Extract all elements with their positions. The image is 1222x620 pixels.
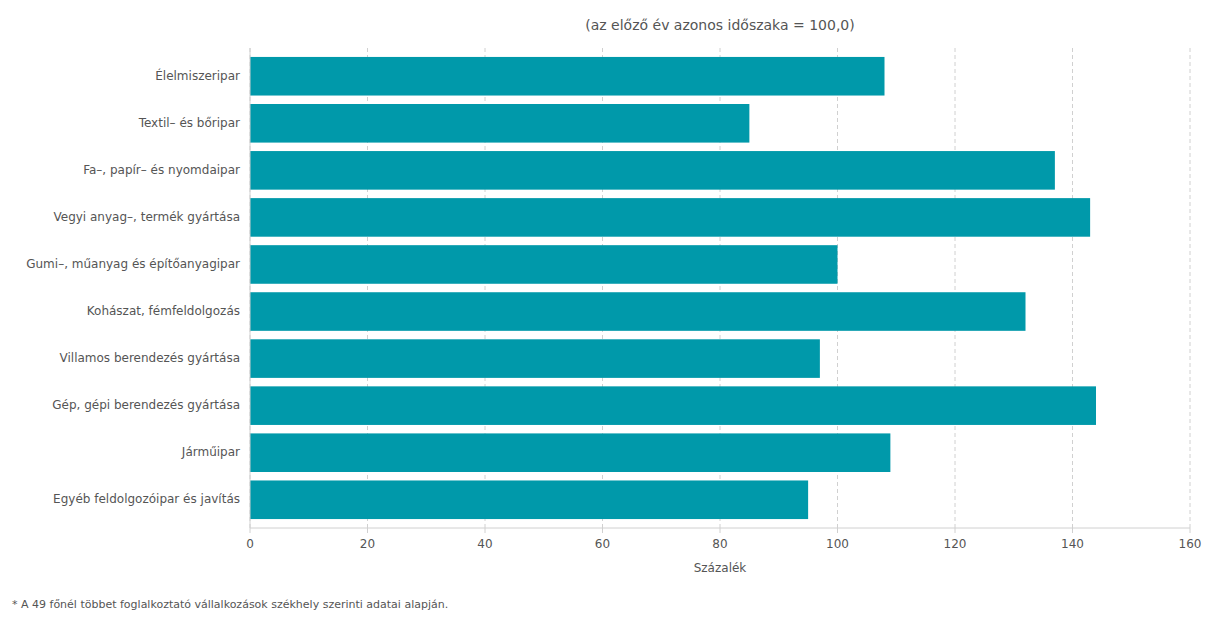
bar	[250, 386, 1096, 425]
category-label: Gép, gépi berendezés gyártása	[52, 398, 240, 412]
tick-mark	[250, 528, 251, 533]
tick-label: 140	[1061, 537, 1084, 551]
y-axis-line	[250, 48, 251, 528]
x-axis-line	[250, 528, 1190, 529]
grid-line	[955, 48, 956, 528]
tick-mark	[837, 528, 838, 533]
tick-mark	[1072, 528, 1073, 533]
tick-mark	[955, 528, 956, 533]
category-label: Járműipar	[181, 445, 240, 459]
category-label: Villamos berendezés gyártása	[60, 351, 240, 365]
tick-label: 80	[712, 537, 727, 551]
bar	[250, 198, 1090, 237]
category-label: Kohászat, fémfeldolgozás	[87, 304, 240, 318]
grid-line	[1072, 48, 1073, 528]
chart: 0 20 40 60 80 100 120 140 160 Egyéb feldolgozóipa…	[0, 0, 1222, 620]
bar	[250, 245, 838, 284]
category-label: Egyéb feldolgozóipar és javítás	[53, 492, 240, 506]
category-label: Élelmiszeripar	[155, 68, 240, 83]
tick-label: 0	[246, 537, 254, 551]
footnote: * A 49 főnél többet foglalkoztató vállal…	[12, 598, 448, 611]
category-label: Vegyi anyag–, termék gyártása	[53, 210, 240, 224]
tick-mark	[367, 528, 368, 533]
tick-mark	[720, 528, 721, 533]
grid-line	[1190, 48, 1191, 528]
tick-mark	[602, 528, 603, 533]
tick-label: 160	[1179, 537, 1202, 551]
tick-mark	[1190, 528, 1191, 533]
title: (az előző év azonos időszaka = 100,0)	[585, 17, 854, 33]
bar	[250, 104, 749, 143]
tick-label: 20	[360, 537, 375, 551]
tick-label: 40	[477, 537, 492, 551]
tick-mark	[485, 528, 486, 533]
bar	[250, 433, 890, 472]
category-label: Textil– és bőripar	[138, 116, 240, 130]
tick-label: 60	[595, 537, 610, 551]
category-label: Gumi–, műanyag és építőanyagipar	[26, 257, 240, 271]
grid	[250, 48, 1190, 528]
bar	[250, 151, 1055, 190]
bar	[250, 292, 1026, 331]
bar	[250, 57, 885, 96]
tick-label: 100	[826, 537, 849, 551]
bars	[250, 57, 1096, 519]
category-label: Fa–, papír– és nyomdaipar	[83, 163, 240, 177]
grid-line	[250, 48, 251, 528]
tick-label: 120	[944, 537, 967, 551]
bar	[250, 480, 808, 519]
x-axis-label: Százalék	[694, 561, 747, 575]
bar	[250, 339, 820, 378]
